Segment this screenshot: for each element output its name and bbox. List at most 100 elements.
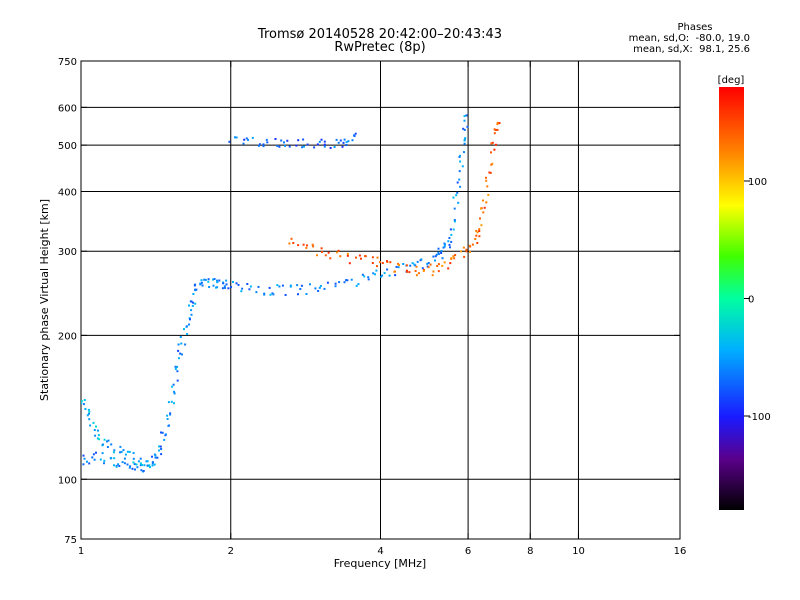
colorbar-tick-label: -100 xyxy=(748,412,771,423)
data-point xyxy=(371,256,374,259)
data-point xyxy=(448,237,451,239)
data-point xyxy=(447,267,450,270)
data-point xyxy=(380,275,383,278)
data-point xyxy=(137,460,140,463)
data-point xyxy=(188,304,190,307)
data-point xyxy=(119,445,122,448)
data-point xyxy=(354,132,357,135)
data-point xyxy=(490,151,492,154)
data-point xyxy=(441,257,444,260)
data-point xyxy=(309,283,311,286)
data-point xyxy=(221,287,224,290)
data-point xyxy=(495,143,497,146)
data-point xyxy=(139,464,142,467)
data-point xyxy=(413,263,416,266)
data-point xyxy=(192,301,195,304)
data-point xyxy=(151,461,154,464)
data-point xyxy=(154,456,157,459)
data-point xyxy=(432,255,435,258)
data-point xyxy=(323,140,326,143)
data-point xyxy=(225,279,228,282)
data-point xyxy=(443,261,446,264)
data-point xyxy=(357,283,360,286)
data-point xyxy=(345,279,347,282)
phase-stats-o: mean, sd,O: -80.0, 19.0 xyxy=(628,33,750,44)
data-point xyxy=(485,179,488,182)
data-point xyxy=(320,247,323,250)
y-tick-label: 600 xyxy=(58,103,77,114)
data-point xyxy=(498,122,501,125)
data-point xyxy=(312,245,315,248)
data-point xyxy=(299,288,302,290)
data-point xyxy=(389,261,392,264)
data-point xyxy=(180,342,183,345)
data-point xyxy=(97,434,100,437)
colorbar-tick-label: 100 xyxy=(748,177,767,188)
data-point xyxy=(314,287,317,290)
data-point xyxy=(305,246,308,249)
data-point xyxy=(128,450,131,453)
data-point xyxy=(469,250,471,253)
data-point xyxy=(224,286,226,289)
data-point xyxy=(121,461,124,464)
data-point xyxy=(337,141,340,144)
data-point xyxy=(415,274,418,277)
data-point xyxy=(120,450,123,453)
data-point xyxy=(453,219,456,221)
data-point xyxy=(82,463,85,466)
data-point xyxy=(395,265,398,268)
data-point xyxy=(489,171,492,174)
data-point xyxy=(218,279,221,282)
data-point xyxy=(146,464,149,467)
data-point xyxy=(317,290,320,292)
data-point xyxy=(343,281,346,284)
data-point xyxy=(338,281,341,284)
data-point xyxy=(381,262,384,264)
data-point xyxy=(99,458,102,461)
data-point xyxy=(367,278,370,281)
data-point xyxy=(398,264,400,266)
data-point xyxy=(450,257,453,260)
data-point xyxy=(339,139,342,142)
data-point xyxy=(122,449,125,452)
data-point xyxy=(201,284,204,287)
data-point xyxy=(318,140,321,143)
data-point xyxy=(151,455,153,458)
data-point xyxy=(302,138,305,141)
data-point xyxy=(300,284,303,287)
data-point xyxy=(453,207,456,210)
data-point xyxy=(491,162,494,165)
data-point xyxy=(281,284,284,287)
data-point xyxy=(435,253,438,256)
data-point xyxy=(228,140,231,143)
data-point xyxy=(386,268,389,271)
data-point xyxy=(103,462,105,465)
data-point xyxy=(490,142,493,145)
data-point xyxy=(459,160,462,163)
data-point xyxy=(172,383,175,386)
data-point xyxy=(119,451,121,454)
data-point xyxy=(262,145,265,148)
data-point xyxy=(364,255,367,258)
data-point xyxy=(124,453,127,456)
data-point xyxy=(83,457,86,460)
data-point xyxy=(290,237,293,240)
data-point xyxy=(449,262,452,265)
data-point xyxy=(265,138,268,141)
data-point xyxy=(468,244,471,247)
data-point xyxy=(393,270,396,273)
data-point xyxy=(132,452,135,454)
data-point xyxy=(334,282,337,285)
data-point xyxy=(386,260,388,263)
data-point xyxy=(286,139,289,142)
data-point xyxy=(173,392,176,395)
x-axis: 1 2 4 6 8 10 16 xyxy=(78,61,686,557)
data-point xyxy=(241,287,244,290)
data-point xyxy=(123,457,126,460)
data-point xyxy=(303,145,305,148)
y-axis-title: Stationary phase Virtual Height [km] xyxy=(38,199,51,401)
data-point xyxy=(320,138,323,141)
data-point xyxy=(93,458,96,461)
data-point xyxy=(431,274,434,277)
data-point xyxy=(204,278,207,281)
